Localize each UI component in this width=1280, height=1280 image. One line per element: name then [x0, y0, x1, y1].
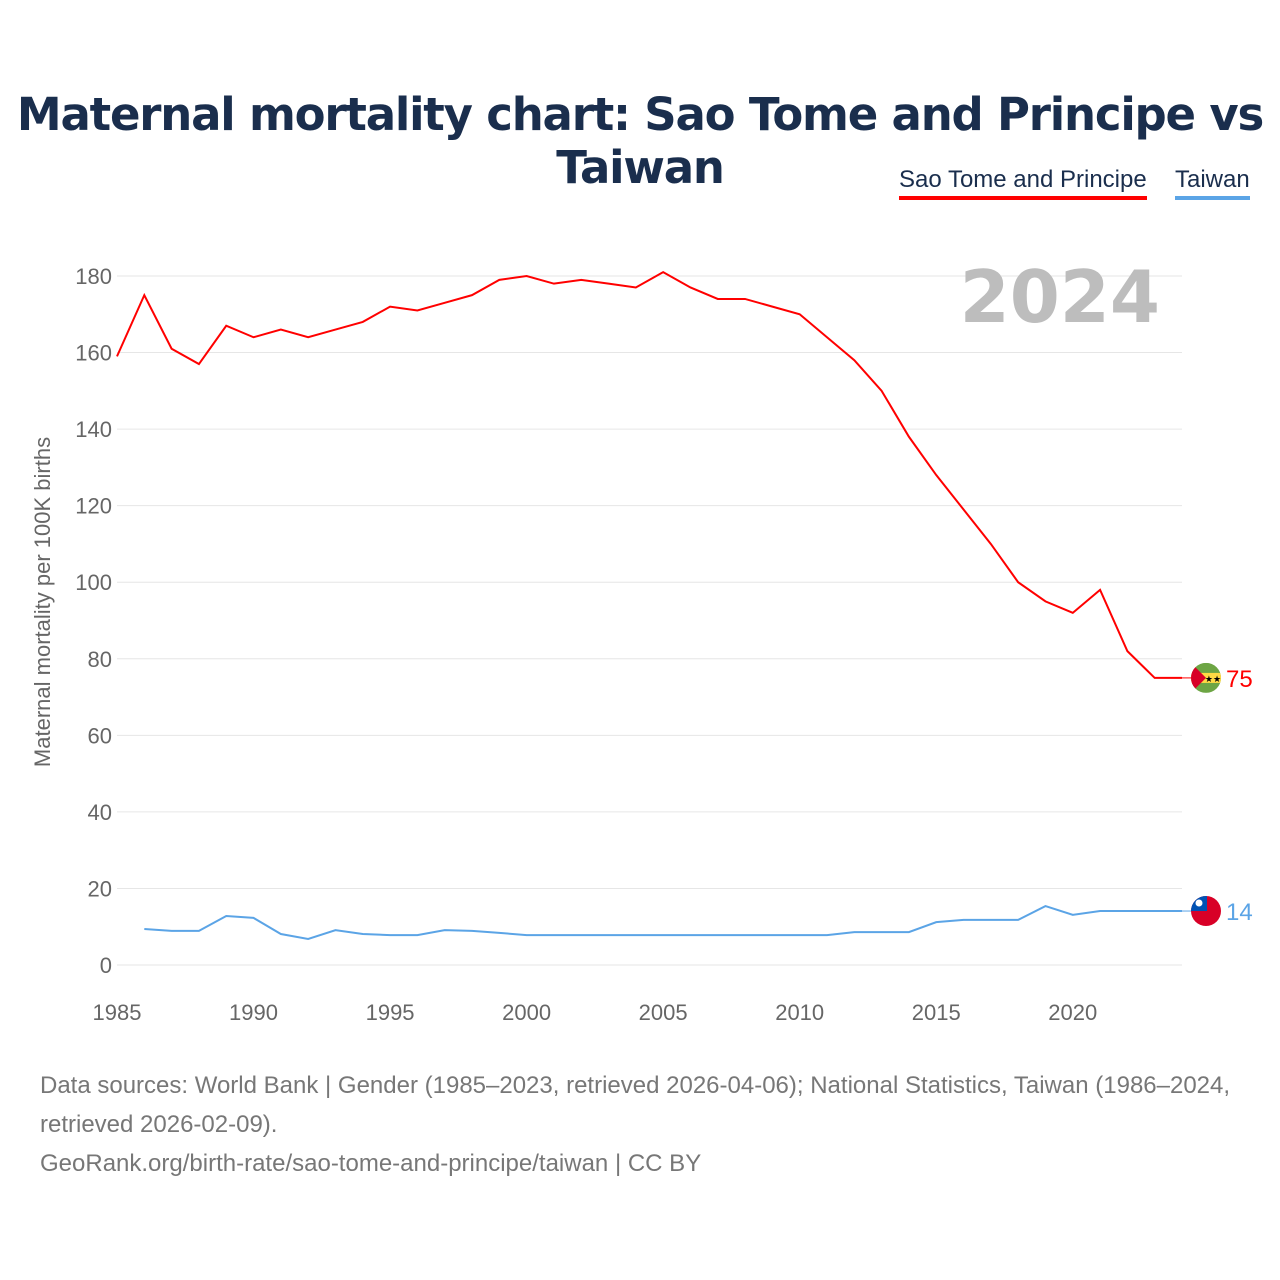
series-line-1: [144, 904, 1182, 940]
sao-tome-flag-icon: ★★: [1191, 662, 1221, 693]
x-tick-label: 1990: [229, 1000, 278, 1025]
footer: Data sources: World Bank | Gender (1985–…: [40, 1066, 1240, 1183]
y-axis-label: Maternal mortality per 100K births: [30, 437, 55, 767]
svg-text:★★: ★★: [1205, 674, 1221, 684]
end-value-label: 75: [1226, 666, 1253, 693]
y-tick-label: 80: [88, 647, 112, 672]
y-tick-label: 160: [75, 341, 112, 366]
end-value-label: 14: [1226, 899, 1253, 926]
y-tick-label: 40: [88, 800, 112, 825]
y-tick-label: 60: [88, 723, 112, 748]
y-tick-label: 0: [100, 953, 112, 978]
legend-sao-tome[interactable]: Sao Tome and Principe: [899, 166, 1147, 200]
y-tick-label: 120: [75, 494, 112, 519]
chart-svg: 0 20 40 60 80 100 120 140 160 180 1985 1990 1995 2000…: [30, 255, 1253, 1025]
x-tick-label: 1985: [93, 1000, 142, 1025]
x-tick-label: 2020: [1048, 1000, 1097, 1025]
data-sources: Data sources: World Bank | Gender (1985–…: [40, 1072, 1231, 1138]
x-tick-label: 2000: [502, 1000, 551, 1025]
source-link[interactable]: GeoRank.org/birth-rate/sao-tome-and-prin…: [40, 1150, 702, 1177]
y-tick-label: 100: [75, 570, 112, 595]
x-tick-label: 2010: [775, 1000, 824, 1025]
taiwan-flag-icon: [1191, 896, 1221, 927]
y-tick-label: 180: [75, 264, 112, 289]
year-watermark: 2024: [960, 255, 1160, 339]
x-tick-label: 2005: [639, 1000, 688, 1025]
x-tick-label: 1995: [366, 1000, 415, 1025]
x-tick-label: 2015: [912, 1000, 961, 1025]
y-tick-label: 140: [75, 417, 112, 442]
series-line-0: [116, 271, 1182, 679]
chart-title: Maternal mortality chart: Sao Tome and P…: [16, 88, 1264, 194]
y-tick-label: 20: [88, 876, 112, 901]
legend-taiwan[interactable]: Taiwan: [1175, 166, 1250, 200]
